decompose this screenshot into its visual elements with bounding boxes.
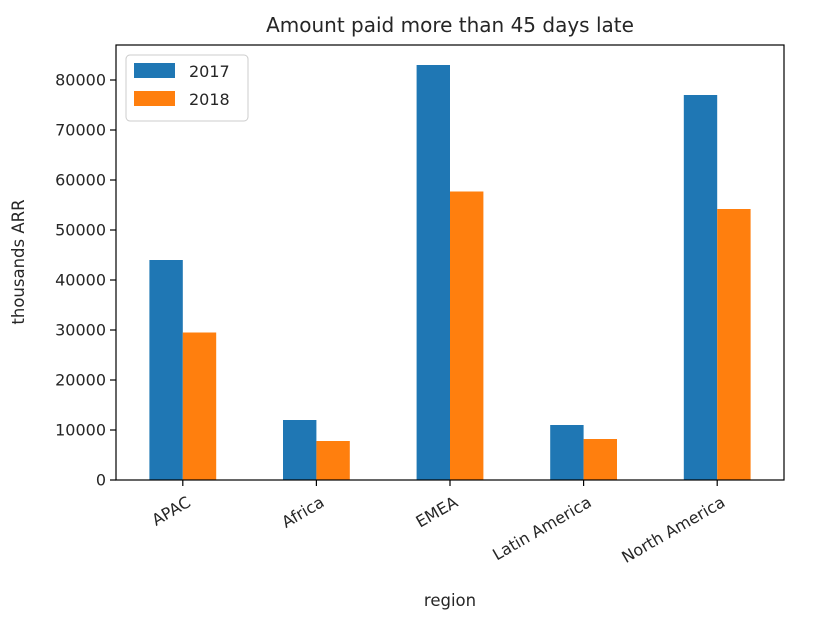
y-tick-label: 60000 xyxy=(55,171,106,190)
y-tick-label: 20000 xyxy=(55,371,106,390)
bar-latin-america-2017 xyxy=(550,425,584,480)
legend-label-2018: 2018 xyxy=(189,90,230,109)
y-tick-label: 80000 xyxy=(55,71,106,90)
bars-group xyxy=(149,65,751,480)
x-tick-label: Africa xyxy=(278,492,327,531)
legend-swatch-2018 xyxy=(134,91,175,106)
legend-swatch-2017 xyxy=(134,63,175,78)
chart-title: Amount paid more than 45 days late xyxy=(266,13,634,37)
bar-apac-2018 xyxy=(182,332,217,480)
legend-label-2017: 2017 xyxy=(189,62,230,81)
x-tick-label: North America xyxy=(618,492,728,566)
x-tick-label: APAC xyxy=(148,492,193,529)
x-tick-label: Latin America xyxy=(489,492,594,564)
bar-north-america-2018 xyxy=(717,209,751,480)
bar-apac-2017 xyxy=(149,260,183,480)
x-axis-label: region xyxy=(424,591,476,610)
y-tick-label: 10000 xyxy=(55,421,106,440)
y-tick-label: 0 xyxy=(96,471,106,490)
x-tick-label: EMEA xyxy=(413,492,461,531)
bar-north-america-2017 xyxy=(683,95,718,480)
bar-emea-2017 xyxy=(416,65,450,480)
y-axis: 0 10000 20000 30000 40000 50000 60000 70000 8000… xyxy=(55,71,116,490)
y-tick-label: 70000 xyxy=(55,121,106,140)
bar-latin-america-2018 xyxy=(583,439,617,480)
y-tick-label: 40000 xyxy=(55,271,106,290)
bar-africa-2018 xyxy=(316,441,350,480)
y-tick-label: 30000 xyxy=(55,321,106,340)
y-tick-label: 50000 xyxy=(55,221,106,240)
bar-africa-2017 xyxy=(283,420,317,480)
x-axis: APAC Africa EMEA Latin America North America xyxy=(148,480,728,567)
bar-emea-2018 xyxy=(450,191,484,480)
y-axis-label: thousands ARR xyxy=(9,199,28,324)
legend: 2017 2018 xyxy=(125,54,249,122)
